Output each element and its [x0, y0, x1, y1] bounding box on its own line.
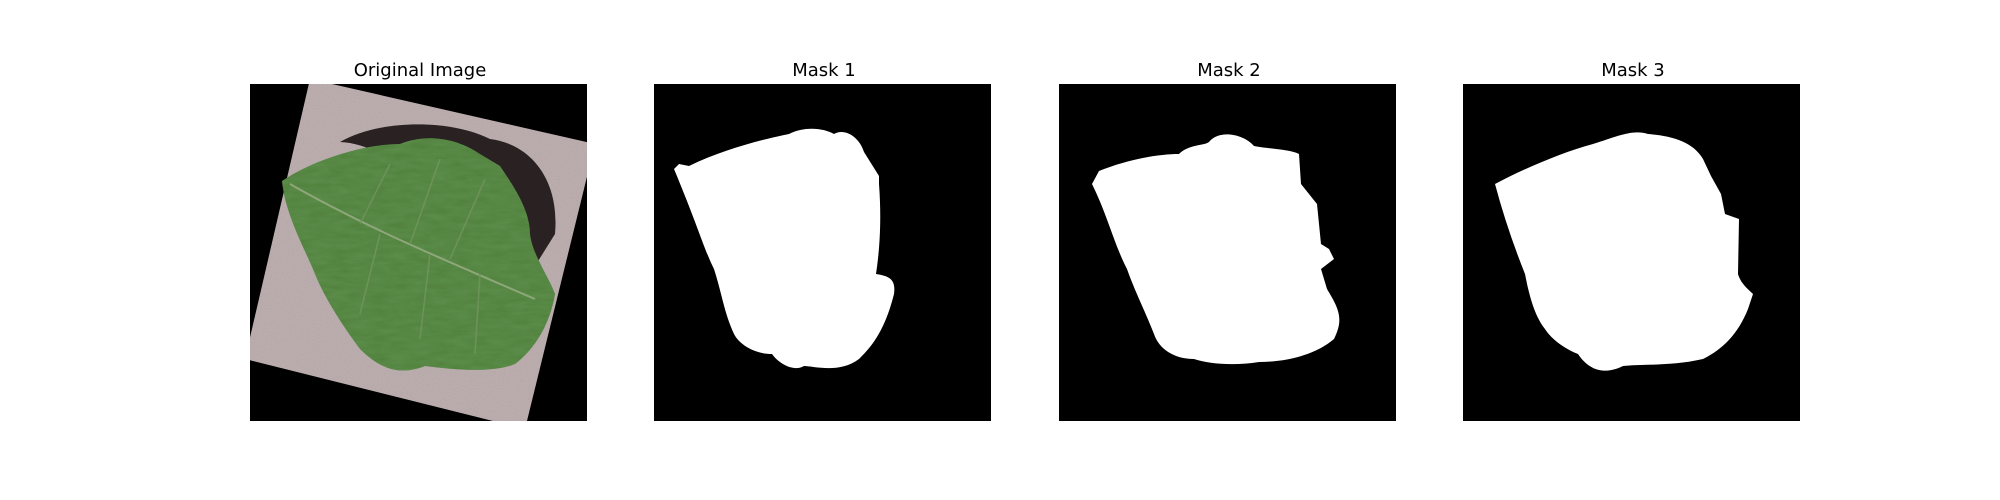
panel-mask-1: Mask 1: [654, 58, 994, 421]
panel-original: Original Image: [250, 58, 590, 421]
mask-image: [654, 84, 991, 421]
mask-image: [1463, 84, 1800, 421]
panel-mask-2: Mask 2: [1059, 58, 1399, 421]
original-image: [250, 84, 587, 421]
panel-mask-3: Mask 3: [1463, 58, 1803, 421]
panel-title: Mask 1: [654, 58, 994, 84]
panel-title: Mask 3: [1463, 58, 1803, 84]
mask-image: [1059, 84, 1396, 421]
panel-title: Mask 2: [1059, 58, 1399, 84]
panel-title: Original Image: [250, 58, 590, 84]
